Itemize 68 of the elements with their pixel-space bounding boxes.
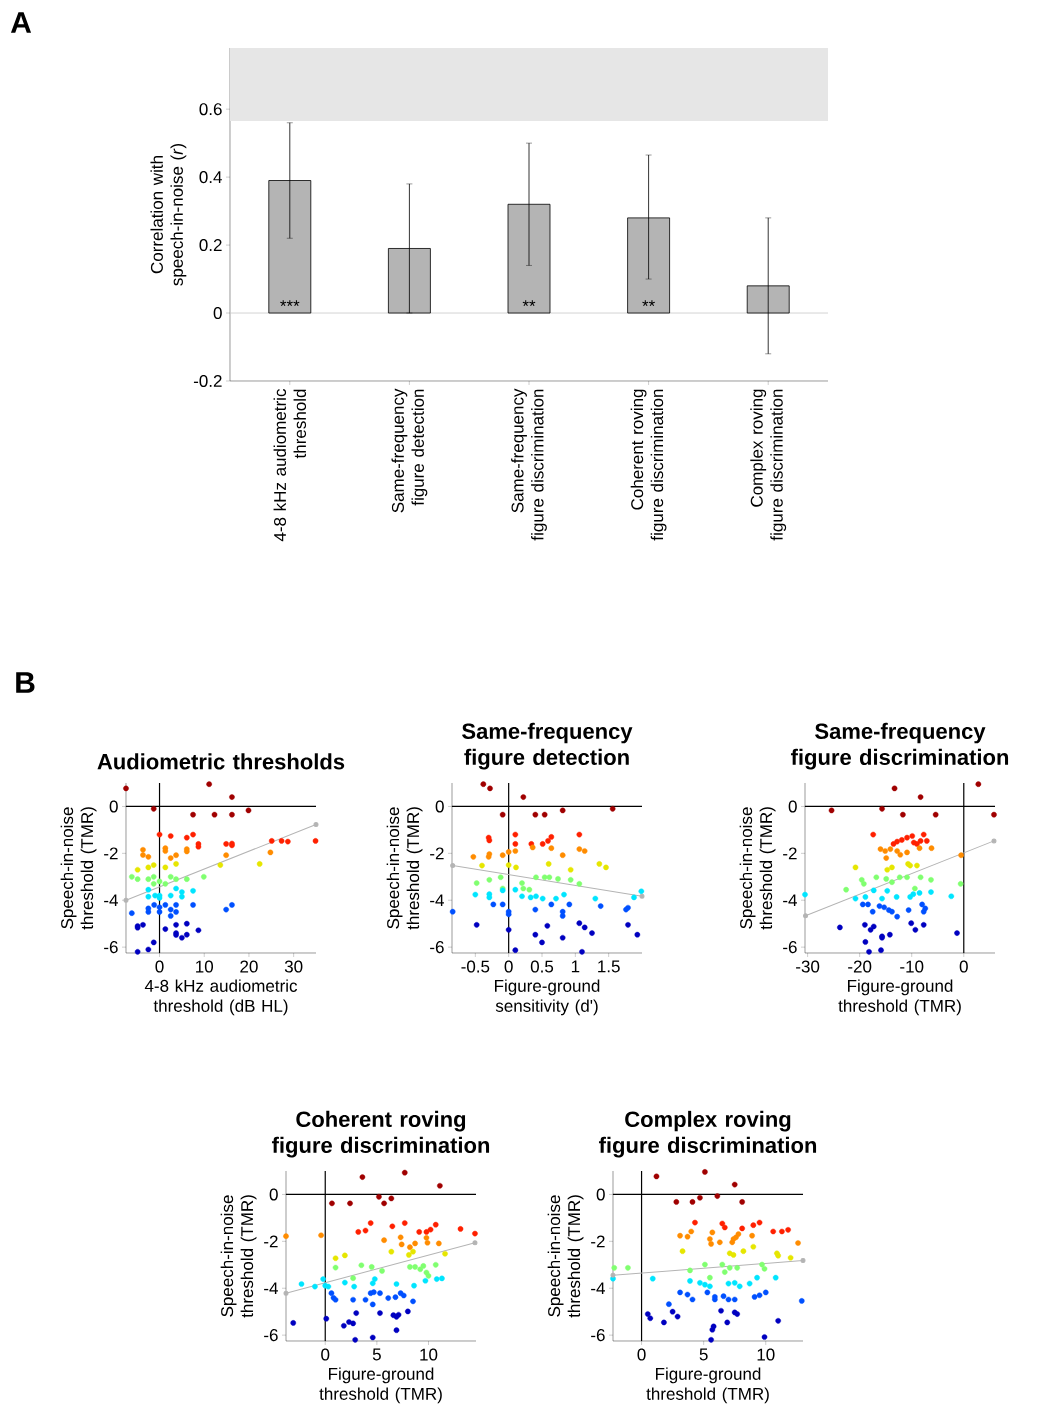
x-tick-label: -20: [847, 960, 872, 973]
text: A: [10, 12, 31, 33]
y-tick-label: -6: [782, 941, 797, 954]
x-tick-label: Same-frequency figure detection: [391, 388, 428, 513]
x-tick-label: Same-frequency figure discrimination: [510, 388, 547, 541]
y-tick-label: -6: [103, 941, 118, 954]
x-tick-label: -0.5: [461, 960, 490, 973]
y-tick-label: -2: [103, 847, 118, 860]
y-axis-title: Speech-in-noise threshold (TMR): [386, 807, 423, 930]
x-tick-label: 5: [372, 1348, 381, 1361]
x-tick-label: 0: [637, 1348, 646, 1361]
x-tick-label: -30: [795, 960, 820, 973]
x-axis-title: 4-8 kHz audiometric threshold (dB HL): [144, 979, 297, 1016]
x-tick-label: 30: [284, 960, 303, 973]
data-label: **: [642, 300, 655, 307]
x-tick-label: 4-8 kHz audiometric threshold: [273, 389, 306, 542]
y-axis-title: Correlation with speech-in-noise (r): [150, 143, 187, 286]
y-tick-label: 0: [269, 1188, 278, 1201]
y-tick-label: 0.4: [199, 171, 222, 184]
x-tick-label: 0.5: [530, 960, 553, 973]
y-axis-title: Speech-in-noise threshold (TMR): [547, 1195, 584, 1318]
y-tick-label: -6: [263, 1329, 278, 1342]
y-tick-label: -6: [429, 941, 444, 954]
y-tick-label: 0.6: [199, 103, 222, 116]
x-tick-label: 0: [959, 960, 968, 973]
y-tick-label: -2: [590, 1235, 605, 1248]
y-axis-title: Speech-in-noise threshold (TMR): [220, 1195, 257, 1318]
y-tick-label: -4: [429, 894, 444, 907]
y-tick-label: -6: [590, 1329, 605, 1342]
x-tick-label: 20: [240, 960, 258, 973]
chart-title: Same-frequency figure discrimination: [790, 722, 1008, 770]
x-tick-label: 0: [504, 960, 513, 973]
chart-title: Coherent roving figure discrimination: [271, 1110, 489, 1158]
x-tick-label: 10: [420, 1348, 438, 1361]
y-tick-label: -4: [782, 894, 797, 907]
x-tick-label: 0: [321, 1348, 330, 1361]
y-tick-label: -4: [263, 1282, 278, 1295]
x-axis-title: Figure-ground sensitivity (d'): [494, 979, 600, 1016]
x-tick-label: 5: [699, 1348, 708, 1361]
y-tick-label: 0: [213, 307, 222, 320]
y-tick-label: 0: [109, 800, 118, 813]
x-tick-label: -10: [900, 960, 924, 973]
text: B: [16, 672, 35, 693]
y-tick-label: -2: [782, 847, 797, 860]
y-tick-label: 0: [788, 800, 797, 813]
chart-title: Complex roving figure discrimination: [598, 1110, 816, 1158]
x-tick-label: 1: [571, 960, 580, 973]
x-axis-title: Figure-ground threshold (TMR): [646, 1367, 769, 1404]
x-tick-label: 0: [155, 960, 164, 973]
x-axis-title: Figure-ground threshold (TMR): [838, 979, 961, 1016]
y-tick-label: 0.2: [199, 239, 222, 252]
y-tick-label: 0: [435, 800, 444, 813]
x-tick-label: 1.5: [598, 960, 620, 973]
x-axis-title: Figure-ground threshold (TMR): [319, 1367, 442, 1404]
y-axis-title: Speech-in-noise threshold (TMR): [739, 807, 776, 930]
x-tick-label: 10: [195, 960, 213, 973]
data-label: **: [522, 300, 536, 307]
y-tick-label: -2: [429, 847, 444, 860]
y-tick-label: -2: [263, 1235, 278, 1248]
data-label: ***: [279, 300, 300, 307]
chart-title: Audiometric thresholds: [97, 753, 345, 770]
chart-title: Same-frequency figure detection: [461, 722, 633, 770]
y-tick-label: 0: [596, 1188, 605, 1201]
y-axis-title: Speech-in-noise threshold (TMR): [60, 807, 97, 930]
x-tick-label: 10: [757, 1348, 775, 1361]
y-tick-label: -4: [590, 1282, 605, 1295]
y-tick-label: -4: [103, 894, 118, 907]
y-tick-label: -0.2: [193, 374, 222, 388]
